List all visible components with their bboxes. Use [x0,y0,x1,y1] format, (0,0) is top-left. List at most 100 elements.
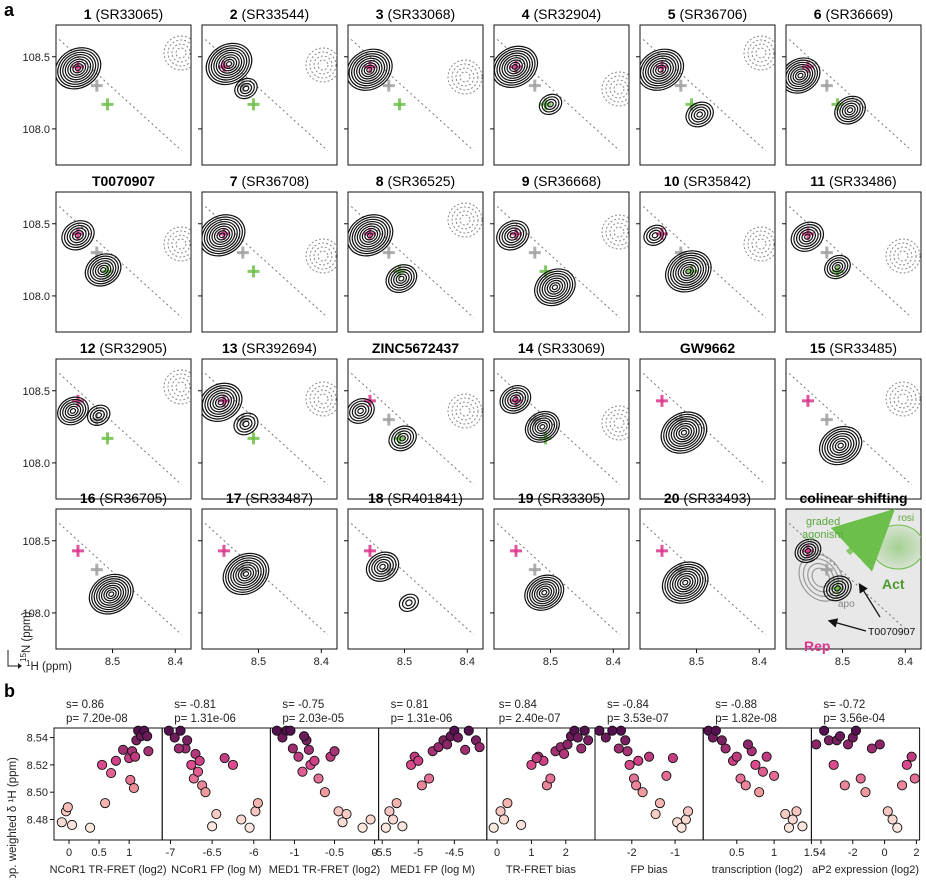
scatter-point [761,751,772,762]
peak-contour [804,547,812,554]
nmr-panel-title-num: 16 [80,490,96,506]
nmr-panel-title: colinear shifting [799,490,907,506]
nmr-panel-title-num: 10 [664,173,680,189]
peak-contour [209,392,232,413]
peak-contour [69,60,87,76]
peak-contour [100,584,122,604]
peak-contour [509,394,522,405]
peak-contour [398,593,420,613]
peak-contour [69,227,87,244]
x-tick-label: 8.4 [314,656,329,668]
act-marker [101,98,114,111]
peak-contour [67,58,89,79]
scatter-stat-s: s= -0.81 [174,699,216,711]
scatter-point [661,770,672,781]
peak-contour [95,412,103,419]
nmr-panel-title-label: (SR36669) [822,6,894,22]
side-peak-contour [171,43,191,63]
side-peak-contour [447,59,483,95]
peak-contour [663,413,705,452]
scatter-point [892,822,903,833]
side-peak-contour [601,405,629,441]
peak-contour [836,98,864,123]
scatter-x-axis-label: aP2 expression (log2) [812,864,919,876]
peak-contour [498,52,531,82]
peak-contour [646,227,665,244]
peak-contour [660,411,708,454]
nmr-panel-title-label: (SR33068) [384,6,456,22]
nmr-panel-13: 12 (SR32905) 108.0 108.5 [22,340,192,500]
scatter-point [531,752,542,764]
peak-contour [547,101,554,108]
peak-contour [539,272,571,302]
nmr-panel-title-label: (SR33544) [238,6,310,22]
nmr-panel-title-label: (SR36668) [530,173,602,189]
peak-contour [823,575,852,602]
nmr-panel-title-num: 11 [810,173,825,189]
nmr-panel-title: 2 (SR33544) [230,6,309,22]
scatter-point [850,725,862,736]
nmr-panel-content [642,523,766,635]
peak-contour [89,257,117,283]
peak-contour [504,389,527,410]
peak-contour [242,420,250,428]
side-peak-contour [171,377,191,397]
nmr-panel-title-num: 6 [814,6,822,22]
side-peak-contour [447,202,483,238]
peak-contour [509,232,517,239]
peak-contour [541,96,560,113]
peak-contour [211,225,233,246]
peak-contour [829,259,846,275]
nmr-panel-title-num: 9 [522,173,530,189]
side-peak-contour [889,242,917,270]
nmr-panel-title-label: (SR35842) [679,173,751,189]
nmr-panel-content [204,39,337,151]
nmr-panel-8: 7 (SR36708) [198,173,338,333]
scatter-point [545,773,556,784]
scatter-point [182,735,193,746]
nmr-panel-title: 8 (SR36525) [376,173,455,189]
nmr-panel-22: 19 (SR33305) 8.5 8.4 [490,490,630,668]
side-peak-contour [163,35,191,71]
side-peak-contour [451,397,479,425]
peak-contour [210,47,248,81]
nmr-panel-title: 3 (SR33068) [376,6,455,22]
y-tick-label: 108.0 [22,124,50,136]
peak-contour [538,587,550,598]
scatter-x-tick-label: 1 [771,847,777,859]
scatter-point [622,746,633,757]
nmr-panel-content [496,206,629,318]
legend-rep: Rep [804,638,830,654]
nmr-panel-title-label: (SR392694) [238,340,317,356]
scatter-point [125,774,136,785]
scatter-point [186,759,197,770]
peak-contour [536,585,553,600]
peak-contour [532,417,553,437]
scatter-point [236,814,247,825]
scatter-point [882,806,893,817]
peak-contour [227,557,265,591]
nmr-panel-content [348,202,483,318]
rep-marker [71,544,84,557]
nmr-panel-title: 13 (SR392694) [222,340,317,356]
scatter-x-axis-label: MED1 TR-FRET (log2) [269,864,380,876]
nmr-panel-15: ZINC5672437 [344,340,484,500]
rep-marker [509,544,522,557]
nmr-panel-content [786,39,912,151]
side-peak-contour [609,222,629,242]
nmr-panel-content [496,523,620,635]
peak-contour [524,574,565,611]
act-marker [685,98,698,111]
peak-contour [834,95,866,125]
nmr-panel-frame [201,358,338,500]
scatter-point [526,759,537,770]
scatter-y-tick-label: 8.50 [27,787,48,799]
peak-contour [401,596,416,610]
peak-contour [680,429,688,436]
peak-contour [650,60,672,80]
scatter-point [118,744,129,755]
peak-contour [693,108,706,121]
peak-contour [213,227,231,243]
nmr-panel-4: 4 (SR32904) [490,6,630,166]
corner-arrow-head [18,663,22,669]
